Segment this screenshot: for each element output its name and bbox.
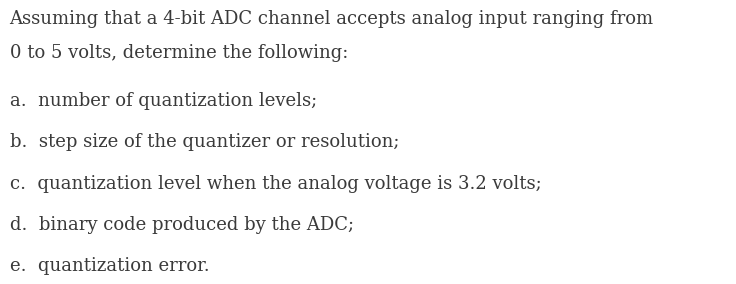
Text: d.  binary code produced by the ADC;: d. binary code produced by the ADC; [10, 216, 354, 234]
Text: Assuming that a 4-bit ADC channel accepts analog input ranging from: Assuming that a 4-bit ADC channel accept… [10, 10, 654, 28]
Text: e.  quantization error.: e. quantization error. [10, 257, 209, 275]
Text: c.  quantization level when the analog voltage is 3.2 volts;: c. quantization level when the analog vo… [10, 175, 541, 193]
Text: b.  step size of the quantizer or resolution;: b. step size of the quantizer or resolut… [10, 133, 399, 151]
Text: a.  number of quantization levels;: a. number of quantization levels; [10, 92, 316, 110]
Text: 0 to 5 volts, determine the following:: 0 to 5 volts, determine the following: [10, 44, 348, 62]
